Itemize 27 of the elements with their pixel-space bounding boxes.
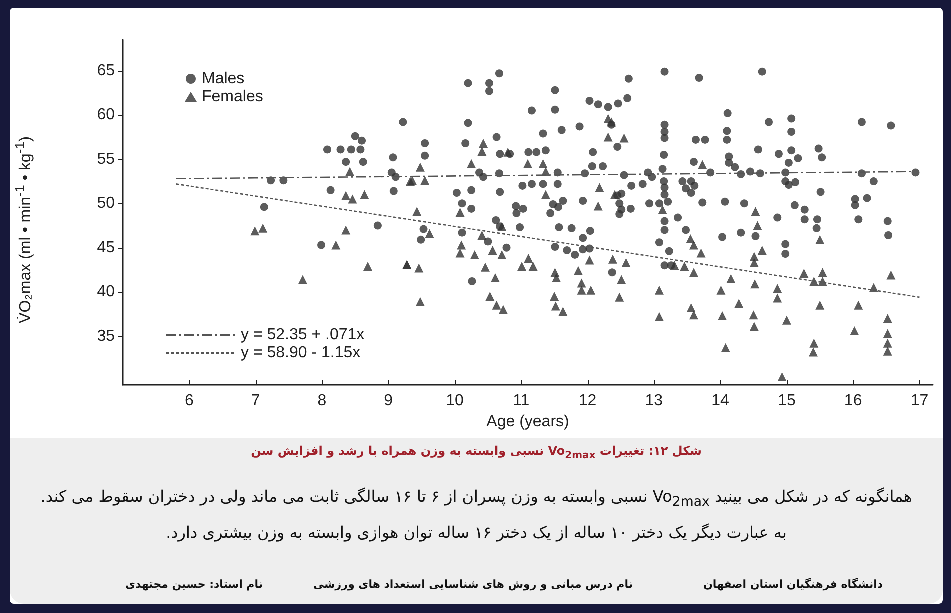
y-tick-label: 40 bbox=[97, 284, 116, 301]
x-tick-label: 16 bbox=[844, 392, 862, 410]
x-axis-title: Age (years) bbox=[486, 413, 570, 430]
x-tick-label: 6 bbox=[184, 392, 194, 410]
x-tick-label: 9 bbox=[384, 392, 394, 410]
y-tick-label: 55 bbox=[97, 150, 116, 168]
x-tick-label: 8 bbox=[318, 392, 327, 410]
y-tick-label: 35 bbox=[97, 328, 116, 345]
y-tick-label: 45 bbox=[97, 239, 116, 256]
legend-label: y = 58.90 - 1.15x bbox=[241, 344, 361, 362]
legend-label: Males bbox=[202, 70, 245, 88]
x-tick-label: 12 bbox=[578, 392, 597, 410]
legend-label: y = 52.35 + .071x bbox=[241, 326, 365, 344]
y-tick-label: 50 bbox=[97, 195, 116, 212]
y-tick-label: 60 bbox=[97, 106, 116, 124]
x-tick-label: 15 bbox=[778, 392, 796, 410]
x-tick-label: 13 bbox=[645, 392, 664, 410]
text: نام درس مبانی و روش های شناسایی استعداد های ورزشی bbox=[313, 578, 633, 591]
text: دانشگاه فرهنگیان استان اصفهان bbox=[703, 578, 883, 591]
x-tick-label: 7 bbox=[251, 392, 260, 410]
x-tick-label: 11 bbox=[513, 392, 530, 410]
x-tick-label: 14 bbox=[712, 392, 730, 410]
text: نام استاد: حسین مجتهدی bbox=[126, 578, 263, 591]
x-tick-label: 17 bbox=[910, 392, 929, 410]
x-tick-label: 10 bbox=[446, 392, 464, 410]
legend-label: Females bbox=[202, 88, 264, 106]
y-tick-label: 65 bbox=[97, 62, 116, 80]
